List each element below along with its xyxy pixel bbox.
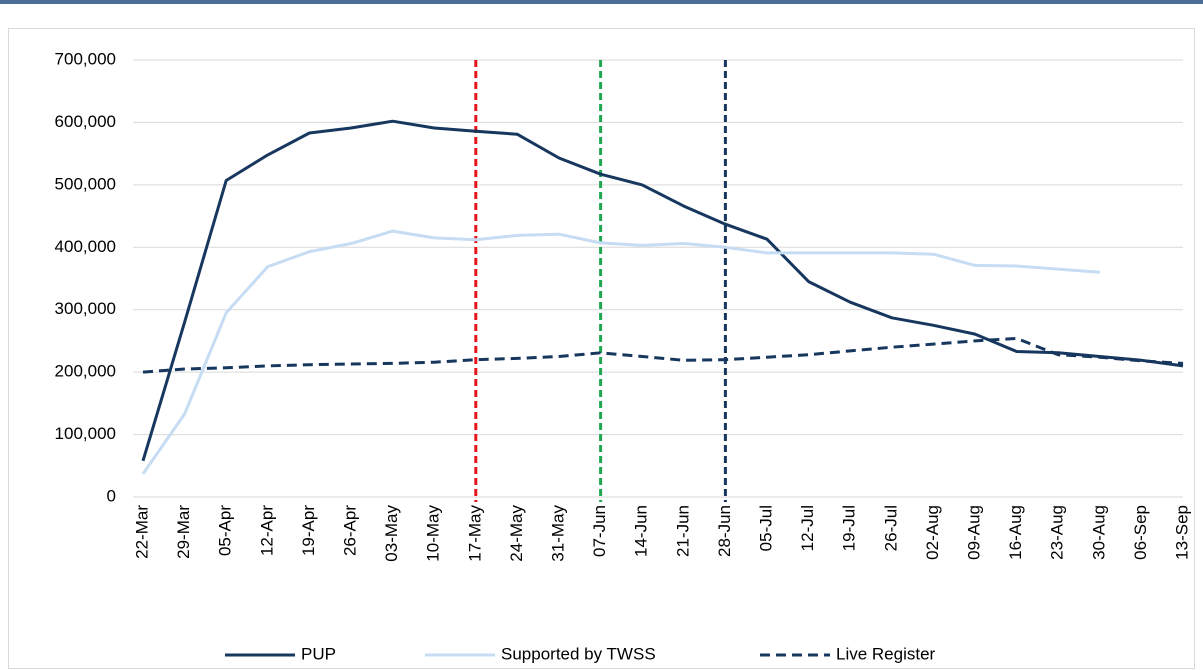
x-tick-label: 29-Mar: [174, 505, 193, 559]
y-tick-label: 200,000: [55, 362, 116, 381]
x-tick-label: 19-Jul: [840, 505, 859, 551]
x-tick-label: 13-Sep: [1172, 505, 1191, 560]
x-tick-label: 12-Jul: [798, 505, 817, 551]
y-tick-label: 600,000: [55, 112, 116, 131]
y-tick-label: 0: [107, 486, 116, 505]
x-tick-label: 17-May: [465, 505, 484, 562]
x-tick-label: 05-Apr: [216, 505, 235, 556]
x-tick-label: 24-May: [507, 505, 526, 562]
x-tick-label: 23-Aug: [1048, 505, 1067, 560]
x-tick-label: 26-Jul: [881, 505, 900, 551]
x-tick-label: 28-Jun: [715, 505, 734, 557]
legend-label: PUP: [301, 644, 336, 663]
y-tick-label: 400,000: [55, 237, 116, 256]
x-tick-label: 22-Mar: [132, 505, 151, 559]
x-tick-label: 10-May: [424, 505, 443, 562]
series-line: [141, 119, 1184, 462]
x-tick-label: 30-Aug: [1089, 505, 1108, 560]
x-tick-label: 02-Aug: [923, 505, 942, 560]
x-tick-label: 21-Jun: [673, 505, 692, 557]
x-tick-label: 05-Jul: [756, 505, 775, 551]
x-tick-label: 09-Aug: [964, 505, 983, 560]
x-tick-label: 03-May: [382, 505, 401, 562]
y-tick-label: 100,000: [55, 424, 116, 443]
y-tick-label: 700,000: [55, 49, 116, 68]
x-tick-label: 19-Apr: [299, 505, 318, 556]
top-bar: [0, 0, 1203, 4]
series-line: [142, 336, 1184, 374]
x-tick-label: 06-Sep: [1131, 505, 1150, 560]
legend-label: Supported by TWSS: [501, 644, 656, 663]
x-tick-label: 26-Apr: [340, 505, 359, 556]
x-tick-label: 16-Aug: [1006, 505, 1025, 560]
legend-label: Live Register: [836, 644, 936, 663]
x-tick-label: 31-May: [548, 505, 567, 562]
series-line: [141, 229, 1100, 475]
x-tick-label: 07-Jun: [590, 505, 609, 557]
x-tick-label: 12-Apr: [257, 505, 276, 556]
y-tick-label: 300,000: [55, 299, 116, 318]
frame: [8, 28, 1195, 669]
x-tick-label: 14-Jun: [632, 505, 651, 557]
y-tick-label: 500,000: [55, 174, 116, 193]
